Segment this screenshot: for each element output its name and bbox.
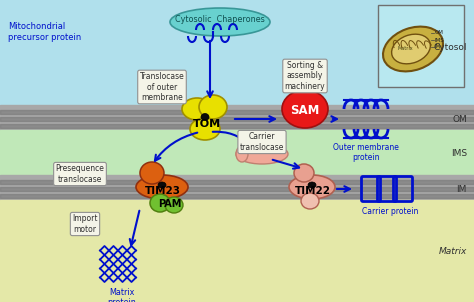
Bar xyxy=(0,130,474,175)
Text: Mitochondrial
precursor protein: Mitochondrial precursor protein xyxy=(8,22,81,42)
Text: IM: IM xyxy=(456,185,467,194)
Text: Presequence
translocase: Presequence translocase xyxy=(55,164,104,184)
Text: Matrix: Matrix xyxy=(438,248,467,256)
Text: Import
motor: Import motor xyxy=(72,214,98,234)
Bar xyxy=(0,187,474,191)
Text: Translocase
of outer
membrane: Translocase of outer membrane xyxy=(140,72,184,102)
Bar xyxy=(0,117,474,121)
Ellipse shape xyxy=(294,164,314,182)
Ellipse shape xyxy=(199,95,227,119)
Text: OM: OM xyxy=(452,114,467,124)
Ellipse shape xyxy=(158,182,166,188)
Text: Matrix
protein: Matrix protein xyxy=(108,288,137,302)
Ellipse shape xyxy=(136,175,188,199)
Text: OM: OM xyxy=(435,31,444,36)
Bar xyxy=(0,175,474,200)
Text: Matrix: Matrix xyxy=(397,47,413,52)
Ellipse shape xyxy=(301,193,319,209)
Ellipse shape xyxy=(150,194,170,212)
Ellipse shape xyxy=(236,144,288,164)
Text: IM: IM xyxy=(435,44,441,50)
Bar xyxy=(378,5,464,87)
Ellipse shape xyxy=(190,118,220,140)
Ellipse shape xyxy=(165,197,183,213)
Ellipse shape xyxy=(140,162,164,184)
Text: Cytosol: Cytosol xyxy=(434,43,467,52)
Bar xyxy=(0,0,474,105)
Text: Cytosolic  Chaperones: Cytosolic Chaperones xyxy=(175,15,265,24)
Text: TIM22: TIM22 xyxy=(295,186,331,196)
Text: TIM23: TIM23 xyxy=(145,186,181,196)
Text: SAM: SAM xyxy=(290,104,319,117)
Text: TOM: TOM xyxy=(193,119,221,129)
Text: Outer membrane
protein: Outer membrane protein xyxy=(333,143,399,162)
Text: IMS: IMS xyxy=(435,37,445,43)
Text: PAM: PAM xyxy=(158,199,182,209)
Ellipse shape xyxy=(236,146,248,162)
Ellipse shape xyxy=(308,182,316,188)
Ellipse shape xyxy=(392,34,430,64)
Bar xyxy=(0,180,474,184)
Ellipse shape xyxy=(282,90,328,128)
Ellipse shape xyxy=(383,27,443,71)
Ellipse shape xyxy=(182,98,212,120)
Text: Sorting &
assembly
machinery: Sorting & assembly machinery xyxy=(285,61,325,91)
Ellipse shape xyxy=(170,8,270,36)
Text: Carrier protein: Carrier protein xyxy=(362,207,418,216)
Ellipse shape xyxy=(289,175,335,199)
Bar xyxy=(0,105,474,130)
Bar xyxy=(0,194,474,198)
Text: Carrier
translocase: Carrier translocase xyxy=(240,132,284,152)
Bar xyxy=(0,124,474,128)
Ellipse shape xyxy=(201,114,209,120)
Bar xyxy=(0,200,474,302)
Text: IMS: IMS xyxy=(451,149,467,159)
Bar xyxy=(0,110,474,114)
